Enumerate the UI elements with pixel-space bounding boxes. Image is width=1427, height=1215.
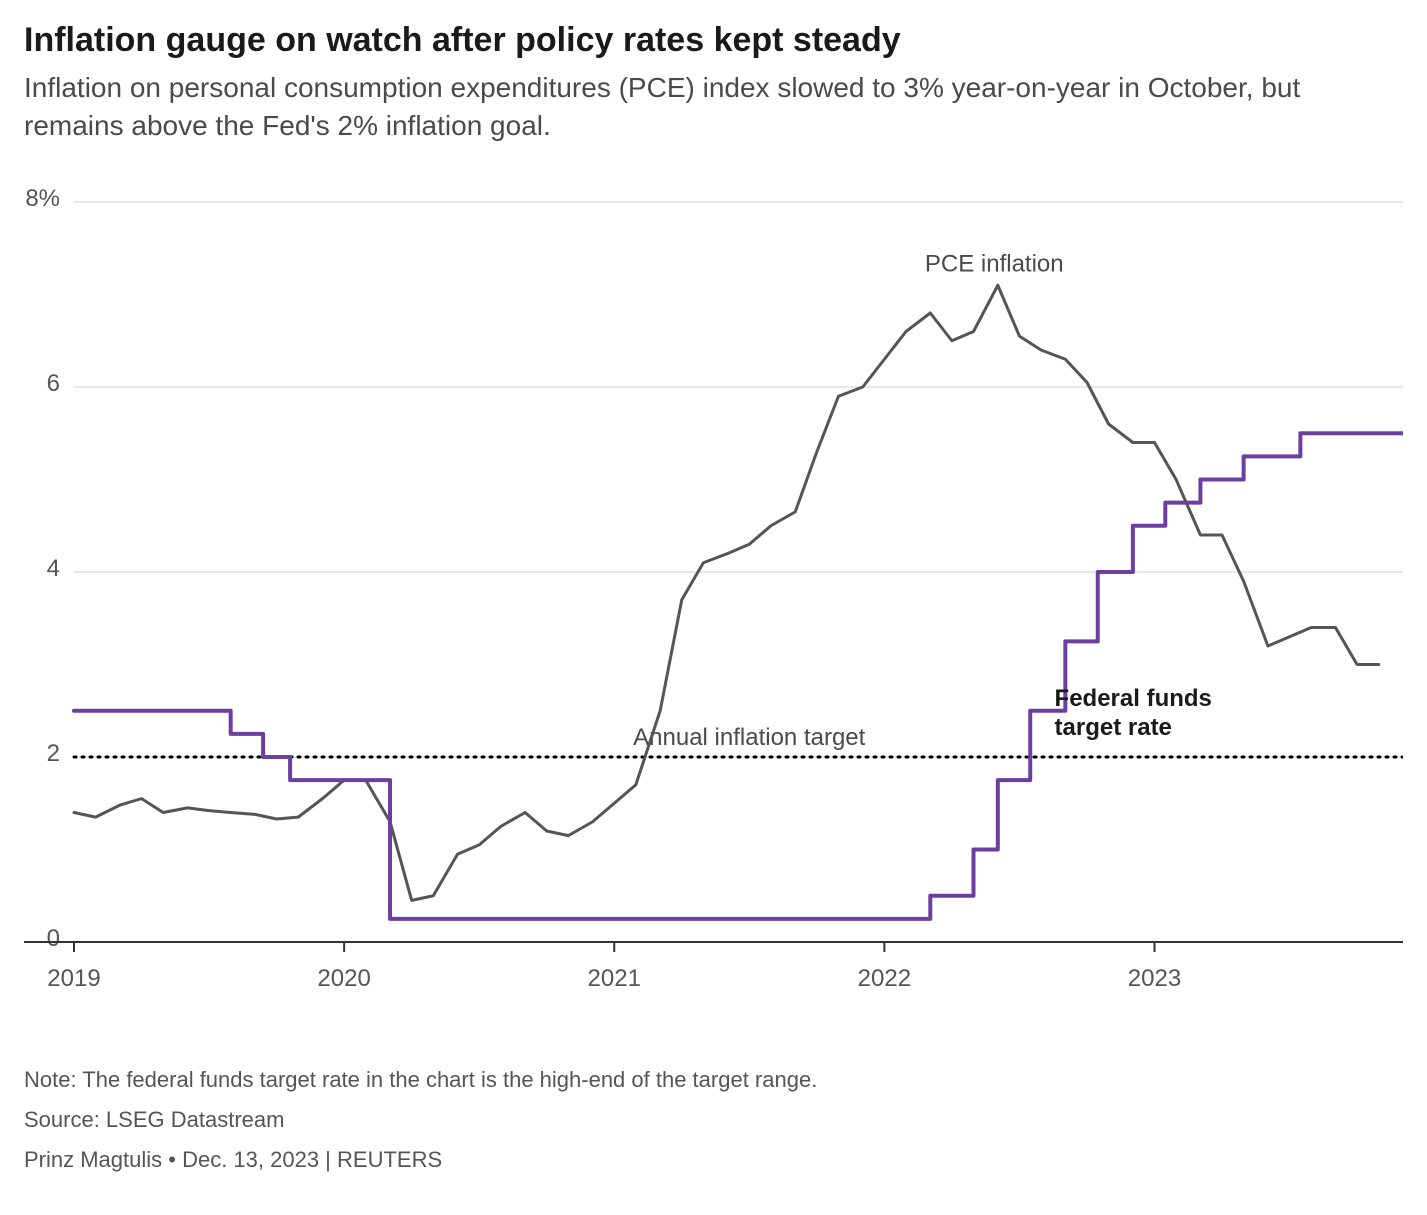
svg-text:Federal funds: Federal funds [1055,686,1212,713]
chart-footer: Note: The federal funds target rate in t… [24,1060,1403,1179]
svg-text:2023: 2023 [1128,965,1181,992]
svg-text:0: 0 [47,925,60,952]
svg-text:Annual inflation target: Annual inflation target [633,724,865,751]
svg-text:2020: 2020 [317,965,370,992]
svg-text:8%: 8% [25,185,60,212]
footer-note: Note: The federal funds target rate in t… [24,1060,1403,1100]
svg-text:2: 2 [47,740,60,767]
svg-text:2022: 2022 [858,965,911,992]
chart-svg: 0 2 4 6 8% Annual inflation target PCE inflati… [24,172,1403,1042]
chart-title: Inflation gauge on watch after policy ra… [24,20,1403,61]
svg-text:6: 6 [47,370,60,397]
chart-subtitle: Inflation on personal consumption expend… [24,69,1403,145]
footer-source: Source: LSEG Datastream [24,1100,1403,1140]
footer-byline: Prinz Magtulis • Dec. 13, 2023 | REUTERS [24,1140,1403,1180]
svg-text:2019: 2019 [47,965,100,992]
svg-text:4: 4 [47,555,60,582]
chart-area: 0 2 4 6 8% Annual inflation target PCE inflati… [24,172,1403,1042]
svg-text:PCE inflation: PCE inflation [925,251,1064,278]
svg-text:2021: 2021 [588,965,641,992]
svg-text:target rate: target rate [1055,714,1172,741]
